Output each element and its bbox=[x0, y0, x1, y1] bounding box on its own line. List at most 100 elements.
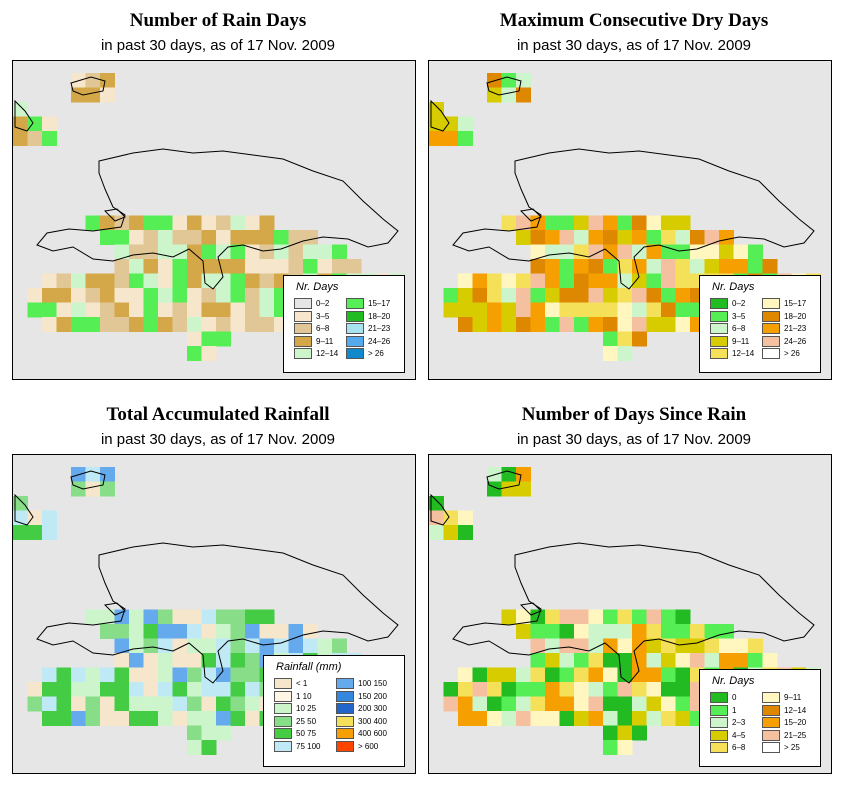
grid-cell bbox=[588, 696, 604, 712]
legend-label: 15–17 bbox=[368, 299, 391, 308]
grid-cell bbox=[545, 696, 560, 712]
island-outline bbox=[430, 99, 450, 132]
legend-swatch bbox=[346, 335, 364, 347]
grid-cell bbox=[574, 273, 589, 289]
grid-cell bbox=[632, 653, 647, 668]
grid-cell bbox=[516, 87, 531, 103]
grid-cell bbox=[719, 638, 734, 654]
grid-cell bbox=[85, 696, 101, 712]
grid-cell bbox=[661, 696, 676, 712]
panel-subtitle: in past 30 days, as of 17 Nov. 2009 bbox=[516, 431, 752, 448]
grid-cell bbox=[230, 273, 246, 289]
legend-label: 4–5 bbox=[732, 730, 746, 740]
grid-cell bbox=[617, 638, 633, 654]
grid-cell bbox=[545, 624, 560, 639]
grid-cell bbox=[545, 288, 560, 303]
grid-cell bbox=[487, 711, 502, 726]
grid-cell bbox=[187, 740, 202, 755]
grid-cell bbox=[245, 638, 260, 654]
grid-cell bbox=[603, 259, 618, 274]
legend-label: 6–8 bbox=[316, 324, 330, 333]
grid-cell bbox=[603, 346, 618, 361]
grid-cell bbox=[574, 288, 589, 303]
grid-cell bbox=[85, 302, 101, 318]
legend-label: 21–25 bbox=[784, 730, 807, 740]
grid-cell bbox=[27, 131, 43, 146]
grid-cell bbox=[458, 667, 473, 683]
grid-cell bbox=[201, 667, 217, 683]
lake-outline bbox=[519, 602, 542, 616]
legend: Nr. Days 0–2 3–5 6–8 9–11 12–14 15–17 18–20 21–… bbox=[283, 275, 405, 373]
grid-cell bbox=[661, 273, 676, 289]
grid-cell bbox=[617, 288, 633, 303]
legend-swatch bbox=[710, 692, 728, 703]
grid-cell bbox=[675, 230, 691, 245]
legend-swatch bbox=[336, 740, 354, 752]
grid-cell bbox=[230, 696, 246, 712]
grid-cell bbox=[317, 259, 333, 274]
grid-cell bbox=[259, 624, 275, 639]
grid-cell bbox=[100, 317, 115, 332]
grid-cell bbox=[114, 288, 130, 303]
grid-cell bbox=[143, 244, 159, 260]
grid-cell bbox=[216, 667, 231, 683]
grid-cell bbox=[158, 230, 173, 245]
grid-cell bbox=[748, 244, 763, 260]
legend-label: 12–14 bbox=[732, 349, 755, 358]
grid-cell bbox=[516, 317, 531, 332]
legend-label: < 1 bbox=[296, 679, 308, 688]
grid-cell bbox=[201, 609, 217, 625]
legend-swatch bbox=[336, 690, 354, 702]
grid-cell bbox=[13, 525, 28, 540]
legend-swatch bbox=[762, 742, 780, 753]
grid-cell bbox=[158, 653, 173, 668]
grid-cell bbox=[646, 711, 662, 726]
grid-cell bbox=[603, 609, 618, 625]
legend-swatch bbox=[294, 298, 312, 309]
legend-swatch bbox=[336, 715, 354, 727]
grid-cell bbox=[158, 696, 173, 712]
grid-cell bbox=[230, 624, 246, 639]
grid-cell bbox=[443, 525, 459, 540]
legend-swatch bbox=[274, 715, 292, 727]
map-frame: Nr. Days 0–2 3–5 6–8 9–11 12–14 15–17 18–20 21–… bbox=[12, 60, 416, 380]
grid-cell bbox=[230, 317, 246, 332]
grid-cell bbox=[559, 244, 575, 260]
grid-cell bbox=[646, 273, 662, 289]
grid-cell bbox=[733, 638, 749, 654]
legend-label: 25 50 bbox=[296, 716, 317, 726]
grid-cell bbox=[100, 288, 115, 303]
grid-cell bbox=[646, 653, 662, 668]
grid-cell bbox=[143, 288, 159, 303]
grid-cell bbox=[143, 230, 159, 245]
legend-swatch bbox=[762, 298, 780, 309]
grid-cell bbox=[216, 215, 231, 231]
grid-cell bbox=[230, 215, 246, 231]
grid-cell bbox=[530, 711, 546, 726]
legend-label: 15–17 bbox=[784, 299, 807, 308]
grid-cell bbox=[487, 667, 502, 683]
grid-cell bbox=[100, 667, 115, 683]
grid-cell bbox=[632, 288, 647, 303]
grid-cell bbox=[719, 244, 734, 260]
grid-cell bbox=[762, 653, 778, 668]
grid-cell bbox=[230, 711, 246, 726]
grid-cell bbox=[646, 624, 662, 639]
grid-cell bbox=[516, 609, 531, 625]
grid-cell bbox=[603, 230, 618, 245]
grid-cell bbox=[545, 317, 560, 332]
grid-cell bbox=[216, 230, 231, 245]
island-outline bbox=[430, 493, 450, 526]
grid-cell bbox=[245, 696, 260, 712]
grid-cell bbox=[588, 317, 604, 332]
legend-label: 10 25 bbox=[296, 704, 317, 713]
grid-cell bbox=[646, 317, 662, 332]
grid-cell bbox=[100, 696, 115, 712]
grid-cell bbox=[71, 288, 86, 303]
grid-cell bbox=[632, 725, 647, 741]
grid-cell bbox=[230, 682, 246, 697]
legend-label: 6–8 bbox=[732, 743, 746, 752]
grid-cell bbox=[443, 131, 459, 146]
legend-label: 18–20 bbox=[784, 311, 807, 321]
grid-cell bbox=[690, 638, 705, 654]
